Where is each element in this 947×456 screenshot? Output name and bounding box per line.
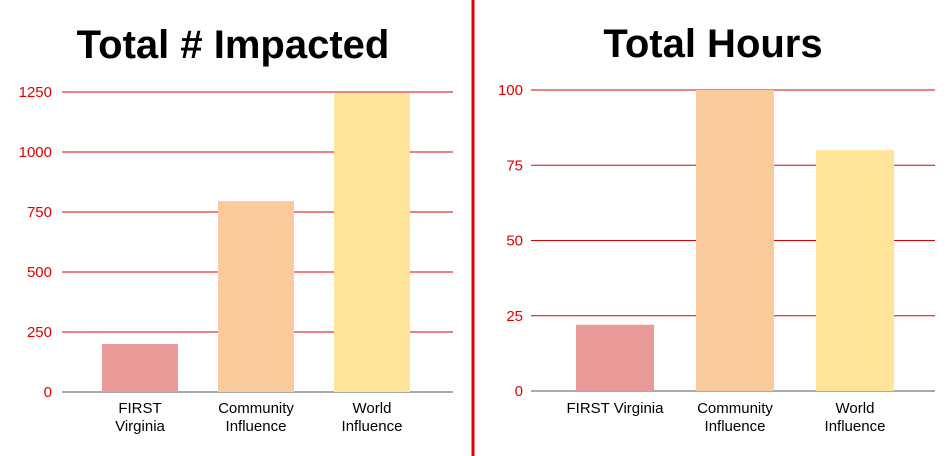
y-tick-label: 1000 — [19, 144, 52, 161]
bar — [576, 324, 654, 391]
y-tick-labels: 0 25 50 75 100 — [498, 82, 523, 400]
chart-total-impacted: Total # Impacted 0 250 500 750 1000 1250 FIRS… — [19, 23, 453, 435]
bars — [102, 93, 410, 392]
category-labels: FIRST Virginia Community Influence World Inf… — [567, 400, 886, 435]
y-tick-label: 25 — [506, 308, 523, 325]
bar — [102, 344, 178, 392]
y-tick-label: 1250 — [19, 84, 52, 101]
bar — [334, 93, 410, 392]
bar — [218, 201, 294, 392]
y-tick-label: 250 — [27, 324, 52, 341]
chart-title: Total Hours — [603, 22, 822, 66]
category-labels: FIRST Virginia Community Influence World Infl… — [115, 400, 402, 435]
bar — [816, 150, 894, 391]
category-label: World Influence — [342, 400, 403, 435]
category-label: FIRST Virginia — [567, 400, 665, 417]
category-label: World Influence — [825, 400, 886, 435]
y-tick-label: 750 — [27, 204, 52, 221]
y-tick-label: 50 — [506, 233, 523, 250]
y-tick-label: 75 — [506, 157, 523, 174]
category-label: Community Influence — [218, 400, 294, 435]
chart-title: Total # Impacted — [77, 23, 390, 67]
y-tick-label: 0 — [515, 383, 523, 400]
y-tick-label: 0 — [44, 384, 52, 401]
bars — [576, 90, 894, 391]
y-tick-labels: 0 250 500 750 1000 1250 — [19, 84, 52, 401]
y-tick-label: 100 — [498, 82, 523, 99]
category-label: FIRST Virginia — [115, 400, 165, 435]
bar — [696, 90, 774, 391]
y-tick-label: 500 — [27, 264, 52, 281]
category-label: Community Influence — [697, 400, 773, 435]
chart-total-hours: Total Hours 0 25 50 75 100 FIRST Virginia Com… — [498, 22, 935, 435]
